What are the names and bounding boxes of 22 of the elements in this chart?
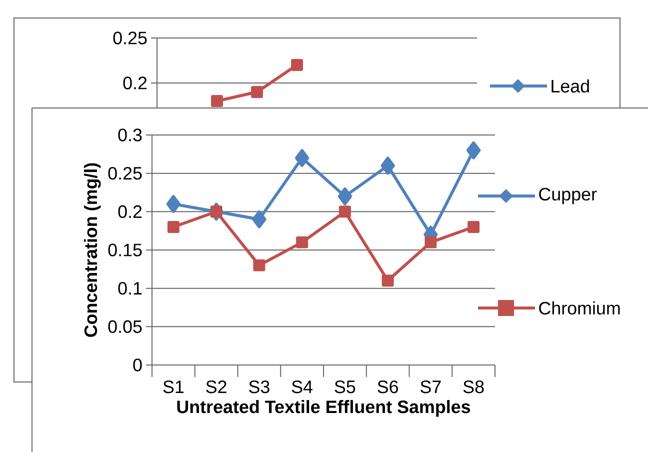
x-tick-label: S8 [463, 380, 484, 394]
legend-label: Lead [552, 79, 589, 93]
y-tick-label: 0.2 [123, 76, 147, 90]
x-tick-label: S1 [163, 380, 184, 394]
y-tick-label: 0.25 [113, 32, 147, 44]
x-tick-label: S4 [292, 380, 313, 394]
x-tick-label: S2 [206, 380, 226, 394]
x-tick-label: S5 [334, 380, 356, 394]
legend-label: Chromium [539, 301, 620, 315]
y-axis-title: Concentration (mg/l) [84, 163, 101, 337]
x-axis-title: Untreated Textile Effluent Samples [177, 400, 470, 417]
y-tick-label: 0.25 [108, 166, 142, 180]
y-tick-label: 0.05 [108, 320, 142, 333]
x-tick-label: S3 [249, 380, 270, 394]
x-tick-label: S7 [420, 380, 441, 394]
y-tick-label: 0.3 [118, 128, 142, 142]
y-tick-label: 0.15 [108, 244, 142, 256]
y-tick-label: 0 [133, 358, 142, 372]
y-tick-label: 0.1 [118, 282, 142, 295]
x-tick-label: S6 [378, 380, 398, 394]
y-tick-label: 0.2 [118, 205, 142, 218]
legend-label: Cupper [539, 188, 597, 204]
